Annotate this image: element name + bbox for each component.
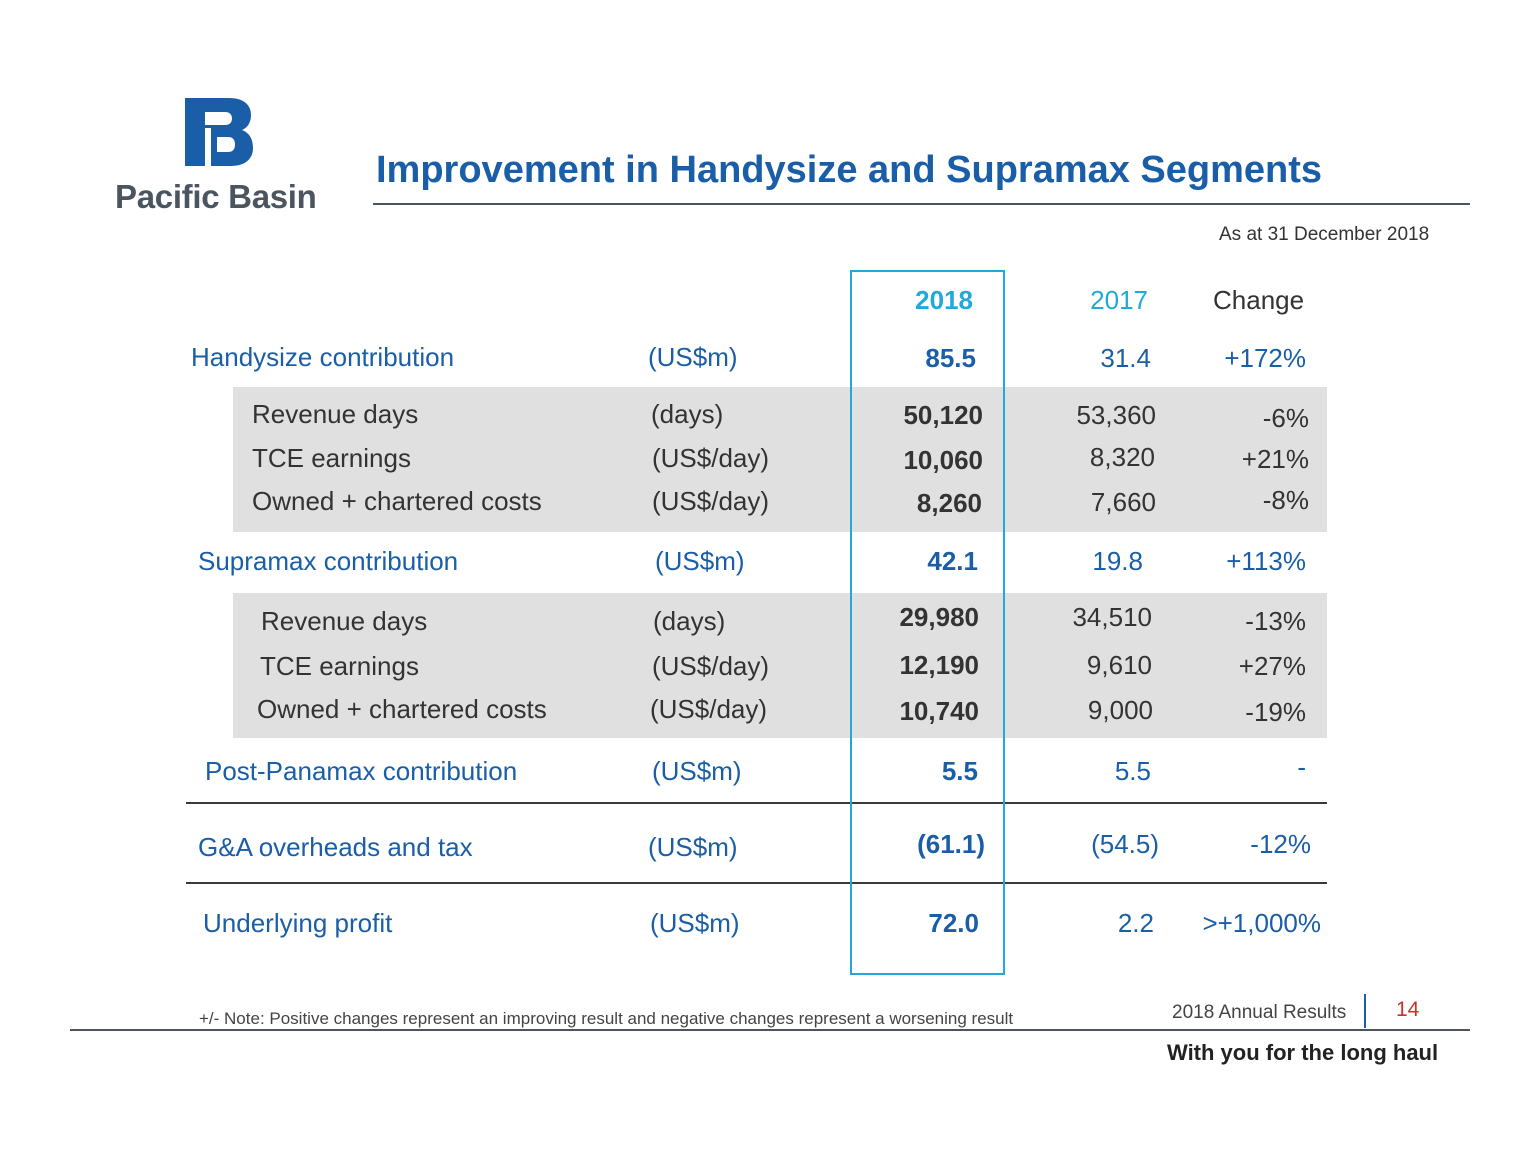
- value-2017: 2.2: [1117, 908, 1154, 938]
- value-2018: (61.1): [917, 829, 985, 859]
- row-label: Supramax contribution: [198, 546, 459, 576]
- value-2017: 53,360: [1076, 400, 1156, 430]
- value-change: -19%: [1245, 697, 1306, 727]
- table-divider: [186, 802, 1327, 804]
- column-header-change: Change: [1213, 285, 1305, 315]
- value-change: +113%: [1226, 546, 1306, 576]
- report-name: 2018 Annual Results: [1172, 1002, 1347, 1023]
- value-change: -12%: [1250, 829, 1311, 859]
- value-2018: 5.5: [941, 756, 978, 786]
- value-2017: 8,320: [1089, 442, 1155, 472]
- value-2018: 12,190: [899, 650, 979, 680]
- row-label: Post-Panamax contribution: [205, 756, 518, 786]
- value-2018: 85.5: [925, 343, 976, 373]
- value-change: -: [1297, 752, 1306, 782]
- row-unit: (US$/day): [652, 443, 770, 473]
- column-header-2017: 2017: [1090, 285, 1148, 315]
- pacific-basin-logo-icon: [185, 98, 253, 166]
- value-2017: 7,660: [1090, 487, 1156, 517]
- value-change: -8%: [1262, 485, 1309, 515]
- value-2018: 10,060: [903, 445, 983, 475]
- row-unit: (US$m): [648, 832, 738, 862]
- value-change: +21%: [1241, 444, 1309, 474]
- value-2017: 31.4: [1100, 343, 1151, 373]
- value-2017: 34,510: [1072, 602, 1152, 632]
- row-unit: (US$m): [652, 756, 742, 786]
- footer-divider: [70, 1029, 1470, 1031]
- row-label: Underlying profit: [203, 908, 393, 938]
- supramax-detail-band: [233, 593, 1327, 738]
- page-title: Improvement in Handysize and Supramax Se…: [376, 149, 1323, 191]
- row-unit: (US$/day): [652, 651, 770, 681]
- table-divider: [186, 882, 1327, 884]
- row-label: Handysize contribution: [191, 342, 455, 372]
- row-label: G&A overheads and tax: [198, 832, 473, 862]
- column-header-2018: 2018: [915, 285, 973, 315]
- page-number-divider: [1364, 994, 1366, 1028]
- footnote: +/- Note: Positive changes represent an …: [199, 1009, 1014, 1028]
- tagline: With you for the long haul: [1167, 1040, 1439, 1065]
- value-change: -6%: [1262, 403, 1309, 433]
- value-2018: 29,980: [899, 602, 979, 632]
- row-label: Revenue days: [261, 606, 428, 636]
- row-label: TCE earnings: [260, 651, 419, 681]
- row-unit: (days): [653, 606, 726, 636]
- row-unit: (US$m): [650, 908, 740, 938]
- value-2018: 50,120: [903, 400, 983, 430]
- value-2017: (54.5): [1091, 829, 1159, 859]
- value-2017: 19.8: [1092, 546, 1143, 576]
- value-change: +172%: [1224, 343, 1306, 373]
- as-at-date: As at 31 December 2018: [1219, 224, 1430, 245]
- row-unit: (US$/day): [652, 486, 770, 516]
- page-number: 14: [1396, 998, 1420, 1021]
- value-2017: 9,000: [1087, 695, 1153, 725]
- title-divider: [373, 203, 1470, 205]
- brand-name: Pacific Basin: [115, 178, 317, 215]
- value-2018: 10,740: [899, 696, 979, 726]
- row-label: Owned + chartered costs: [257, 694, 547, 724]
- row-label: TCE earnings: [252, 443, 411, 473]
- handysize-detail-band: [233, 387, 1327, 532]
- row-unit: (US$m): [655, 546, 745, 576]
- highlight-2018-column: [850, 270, 1005, 975]
- value-2018: 72.0: [928, 908, 979, 938]
- value-change: -13%: [1245, 606, 1306, 636]
- row-label: Revenue days: [252, 399, 419, 429]
- value-2017: 5.5: [1114, 756, 1151, 786]
- value-2018: 42.1: [927, 546, 978, 576]
- value-2017: 9,610: [1086, 650, 1152, 680]
- value-change: >+1,000%: [1202, 908, 1321, 938]
- row-unit: (US$/day): [650, 694, 768, 724]
- row-unit: (days): [651, 399, 724, 429]
- row-unit: (US$m): [648, 342, 738, 372]
- row-label: Owned + chartered costs: [252, 486, 542, 516]
- value-2018: 8,260: [916, 488, 982, 518]
- value-change: +27%: [1238, 651, 1306, 681]
